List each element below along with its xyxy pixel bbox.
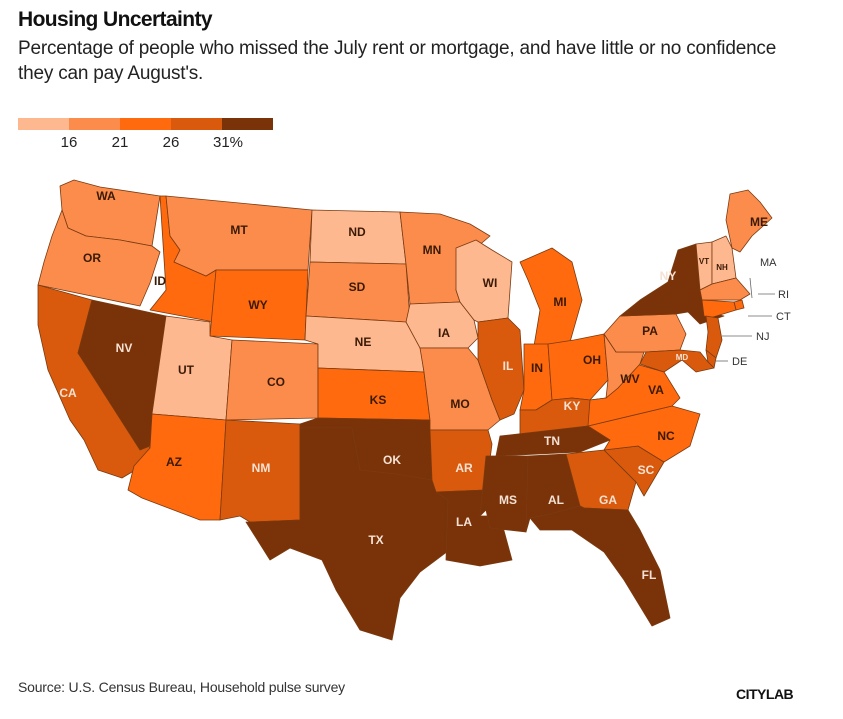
legend-tick: 16 <box>60 134 78 151</box>
state-label-de: DE <box>732 356 747 368</box>
state-label-ks: KS <box>370 393 387 407</box>
state-label-md: MD <box>676 353 689 362</box>
state-il <box>477 317 525 421</box>
state-label-nj: NJ <box>756 331 769 343</box>
state-label-nv: NV <box>116 341 133 355</box>
state-label-az: AZ <box>166 455 182 469</box>
state-me <box>725 189 773 253</box>
state-label-ia: IA <box>438 326 450 340</box>
state-label-il: IL <box>503 359 514 373</box>
state-mi <box>519 247 583 347</box>
state-ct <box>701 299 737 319</box>
state-in <box>519 343 553 411</box>
state-label-mn: MN <box>423 243 442 257</box>
state-label-ca: CA <box>59 386 77 400</box>
citylab-logo: CITYLAB <box>736 686 794 702</box>
state-label-mo: MO <box>450 397 469 411</box>
legend-swatch-5 <box>222 118 273 130</box>
state-label-la: LA <box>456 515 472 529</box>
state-mt <box>165 195 313 277</box>
state-mo <box>419 347 501 431</box>
state-nv <box>77 299 167 451</box>
state-label-ri: RI <box>778 289 789 301</box>
legend-tick: 26 <box>162 134 180 151</box>
legend-tick: 21 <box>111 134 129 151</box>
legend-tick: 31% <box>212 134 244 151</box>
state-label-sd: SD <box>349 280 366 294</box>
state-oh <box>547 333 609 401</box>
state-label-tx: TX <box>368 533 383 547</box>
state-nc <box>587 405 701 463</box>
state-label-wi: WI <box>483 276 498 290</box>
legend-swatch-4 <box>171 118 222 130</box>
state-label-ms: MS <box>499 493 517 507</box>
state-label-nc: NC <box>657 429 675 443</box>
state-label-ne: NE <box>355 335 372 349</box>
state-md <box>639 349 715 373</box>
state-label-nd: ND <box>348 225 366 239</box>
state-label-va: VA <box>648 383 664 397</box>
state-label-ky: KY <box>564 399 581 413</box>
state-label-co: CO <box>267 375 285 389</box>
chart-title: Housing Uncertainty <box>18 8 213 31</box>
state-label-ok: OK <box>383 453 401 467</box>
state-label-in: IN <box>531 361 543 375</box>
state-label-mt: MT <box>230 223 248 237</box>
state-label-wy: WY <box>248 298 267 312</box>
state-label-sc: SC <box>638 463 655 477</box>
chart-subtitle: Percentage of people who missed the July… <box>18 38 777 84</box>
state-label-oh: OH <box>583 353 601 367</box>
state-fl <box>529 505 671 627</box>
state-label-fl: FL <box>642 568 657 582</box>
state-label-id: ID <box>154 274 166 288</box>
state-label-wv: WV <box>620 372 639 386</box>
state-label-pa: PA <box>642 324 658 338</box>
legend-swatch-3 <box>120 118 171 130</box>
state-label-nm: NM <box>252 461 271 475</box>
state-tx <box>245 427 453 641</box>
state-nh <box>711 235 737 285</box>
source-note: Source: U.S. Census Bureau, Household pu… <box>18 679 345 695</box>
state-label-me: ME <box>750 215 768 229</box>
state-label-vt: VT <box>699 257 709 266</box>
state-label-tn: TN <box>544 434 560 448</box>
state-label-ar: AR <box>455 461 473 475</box>
state-label-al: AL <box>548 493 564 507</box>
state-label-ny: NY <box>660 269 677 283</box>
state-or <box>37 209 161 307</box>
state-label-ma: MA <box>760 257 777 269</box>
state-label-wa: WA <box>96 189 116 203</box>
callouts <box>715 277 775 362</box>
state-label-nh: NH <box>716 263 728 272</box>
state-label-or: OR <box>83 251 101 265</box>
state-label-ga: GA <box>599 493 617 507</box>
state-label-ct: CT <box>776 311 791 323</box>
legend-swatch-1 <box>18 118 69 130</box>
legend-swatch-2 <box>69 118 120 130</box>
state-label-mi: MI <box>553 295 566 309</box>
state-label-ut: UT <box>178 363 195 377</box>
ma-leader <box>749 277 753 299</box>
